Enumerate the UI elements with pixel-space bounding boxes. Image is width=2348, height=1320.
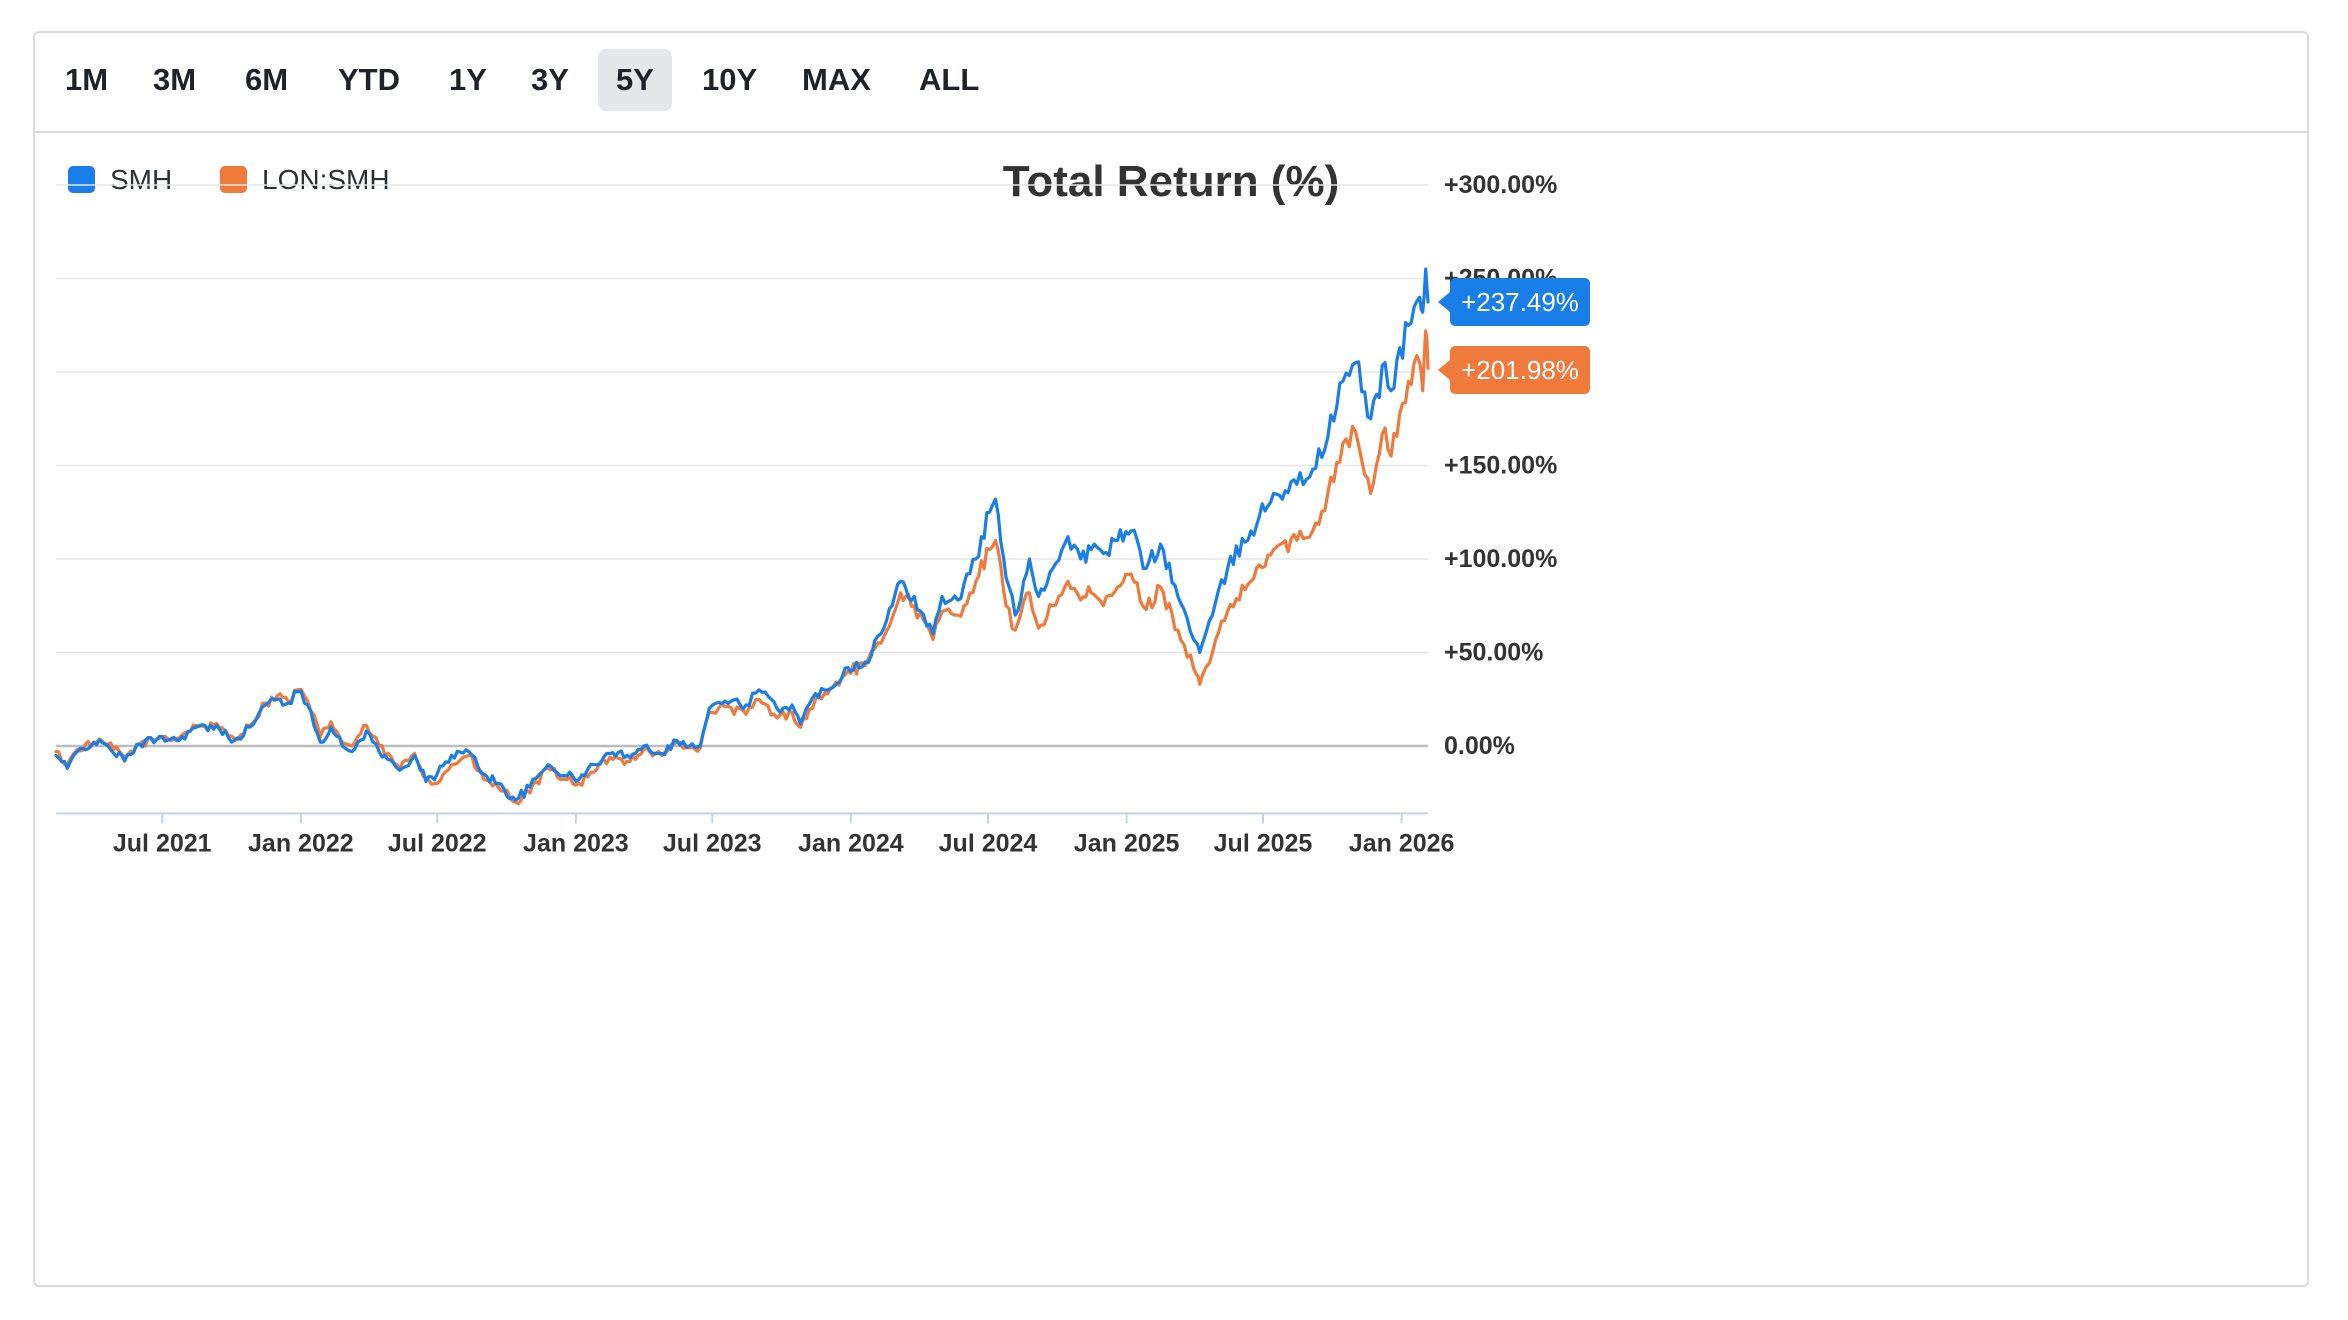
chart-panel: 1M 3M 6M YTD 1Y 3Y 5Y 10Y MAX ALL SMH LO… <box>33 31 2309 1287</box>
last-value-flag-lon-smh <box>1438 346 1590 394</box>
range-button-5y[interactable]: 5Y <box>598 49 672 111</box>
last-value-flag-smh <box>1438 278 1590 326</box>
series-line-smh[interactable] <box>54 267 1430 802</box>
chart-plot[interactable]: 0.00%+50.00%+100.00%+150.00%+250.00%+300… <box>35 33 2307 1285</box>
x-tick-label: Jul 2025 <box>1214 829 1313 857</box>
x-tick-label: Jul 2022 <box>388 829 487 857</box>
range-button-6m[interactable]: 6M <box>245 62 289 97</box>
legend-item-lon-smh[interactable]: LON:SMH <box>220 163 390 197</box>
x-tick-label: Jan 2026 <box>1349 829 1455 857</box>
y-tick-label: +100.00% <box>1444 545 1557 573</box>
x-tick-label: Jul 2024 <box>939 829 1038 857</box>
range-button-3m[interactable]: 3M <box>153 62 197 97</box>
x-tick-label: Jul 2021 <box>113 829 212 857</box>
range-button-1y[interactable]: 1Y <box>449 62 487 97</box>
y-tick-label: +300.00% <box>1444 171 1557 199</box>
y-tick-label: +150.00% <box>1444 452 1557 480</box>
legend-swatch-smh <box>68 166 95 193</box>
last-value-text-smh: +237.49% <box>1461 287 1579 317</box>
y-tick-label: +50.00% <box>1444 639 1543 667</box>
last-value-label-smh: +237.49% <box>1438 278 1590 326</box>
legend-item-smh[interactable]: SMH <box>68 163 172 197</box>
last-value-label-lon-smh: +201.98% <box>1438 346 1590 394</box>
x-tick-label: Jan 2025 <box>1074 829 1180 857</box>
range-selector: 1M 3M 6M YTD 1Y 3Y 5Y 10Y MAX ALL <box>35 33 2307 133</box>
series-line-lon-smh[interactable] <box>54 329 1430 806</box>
range-button-3y[interactable]: 3Y <box>531 62 569 97</box>
x-tick-label: Jan 2024 <box>798 829 904 857</box>
range-button-ytd[interactable]: YTD <box>338 62 400 97</box>
range-button-all[interactable]: ALL <box>919 62 980 97</box>
range-button-10y[interactable]: 10Y <box>702 62 758 97</box>
range-button-max[interactable]: MAX <box>802 62 871 97</box>
y-tick-label: 0.00% <box>1444 732 1515 760</box>
x-tick-label: Jan 2022 <box>248 829 354 857</box>
x-tick-label: Jul 2023 <box>663 829 762 857</box>
legend-label-lon-smh: LON:SMH <box>262 164 390 195</box>
range-button-1m[interactable]: 1M <box>65 62 109 97</box>
last-value-text-lon-smh: +201.98% <box>1461 355 1579 385</box>
legend-swatch-lon-smh <box>220 166 247 193</box>
x-tick-label: Jan 2023 <box>523 829 629 857</box>
legend-label-smh: SMH <box>110 164 173 195</box>
